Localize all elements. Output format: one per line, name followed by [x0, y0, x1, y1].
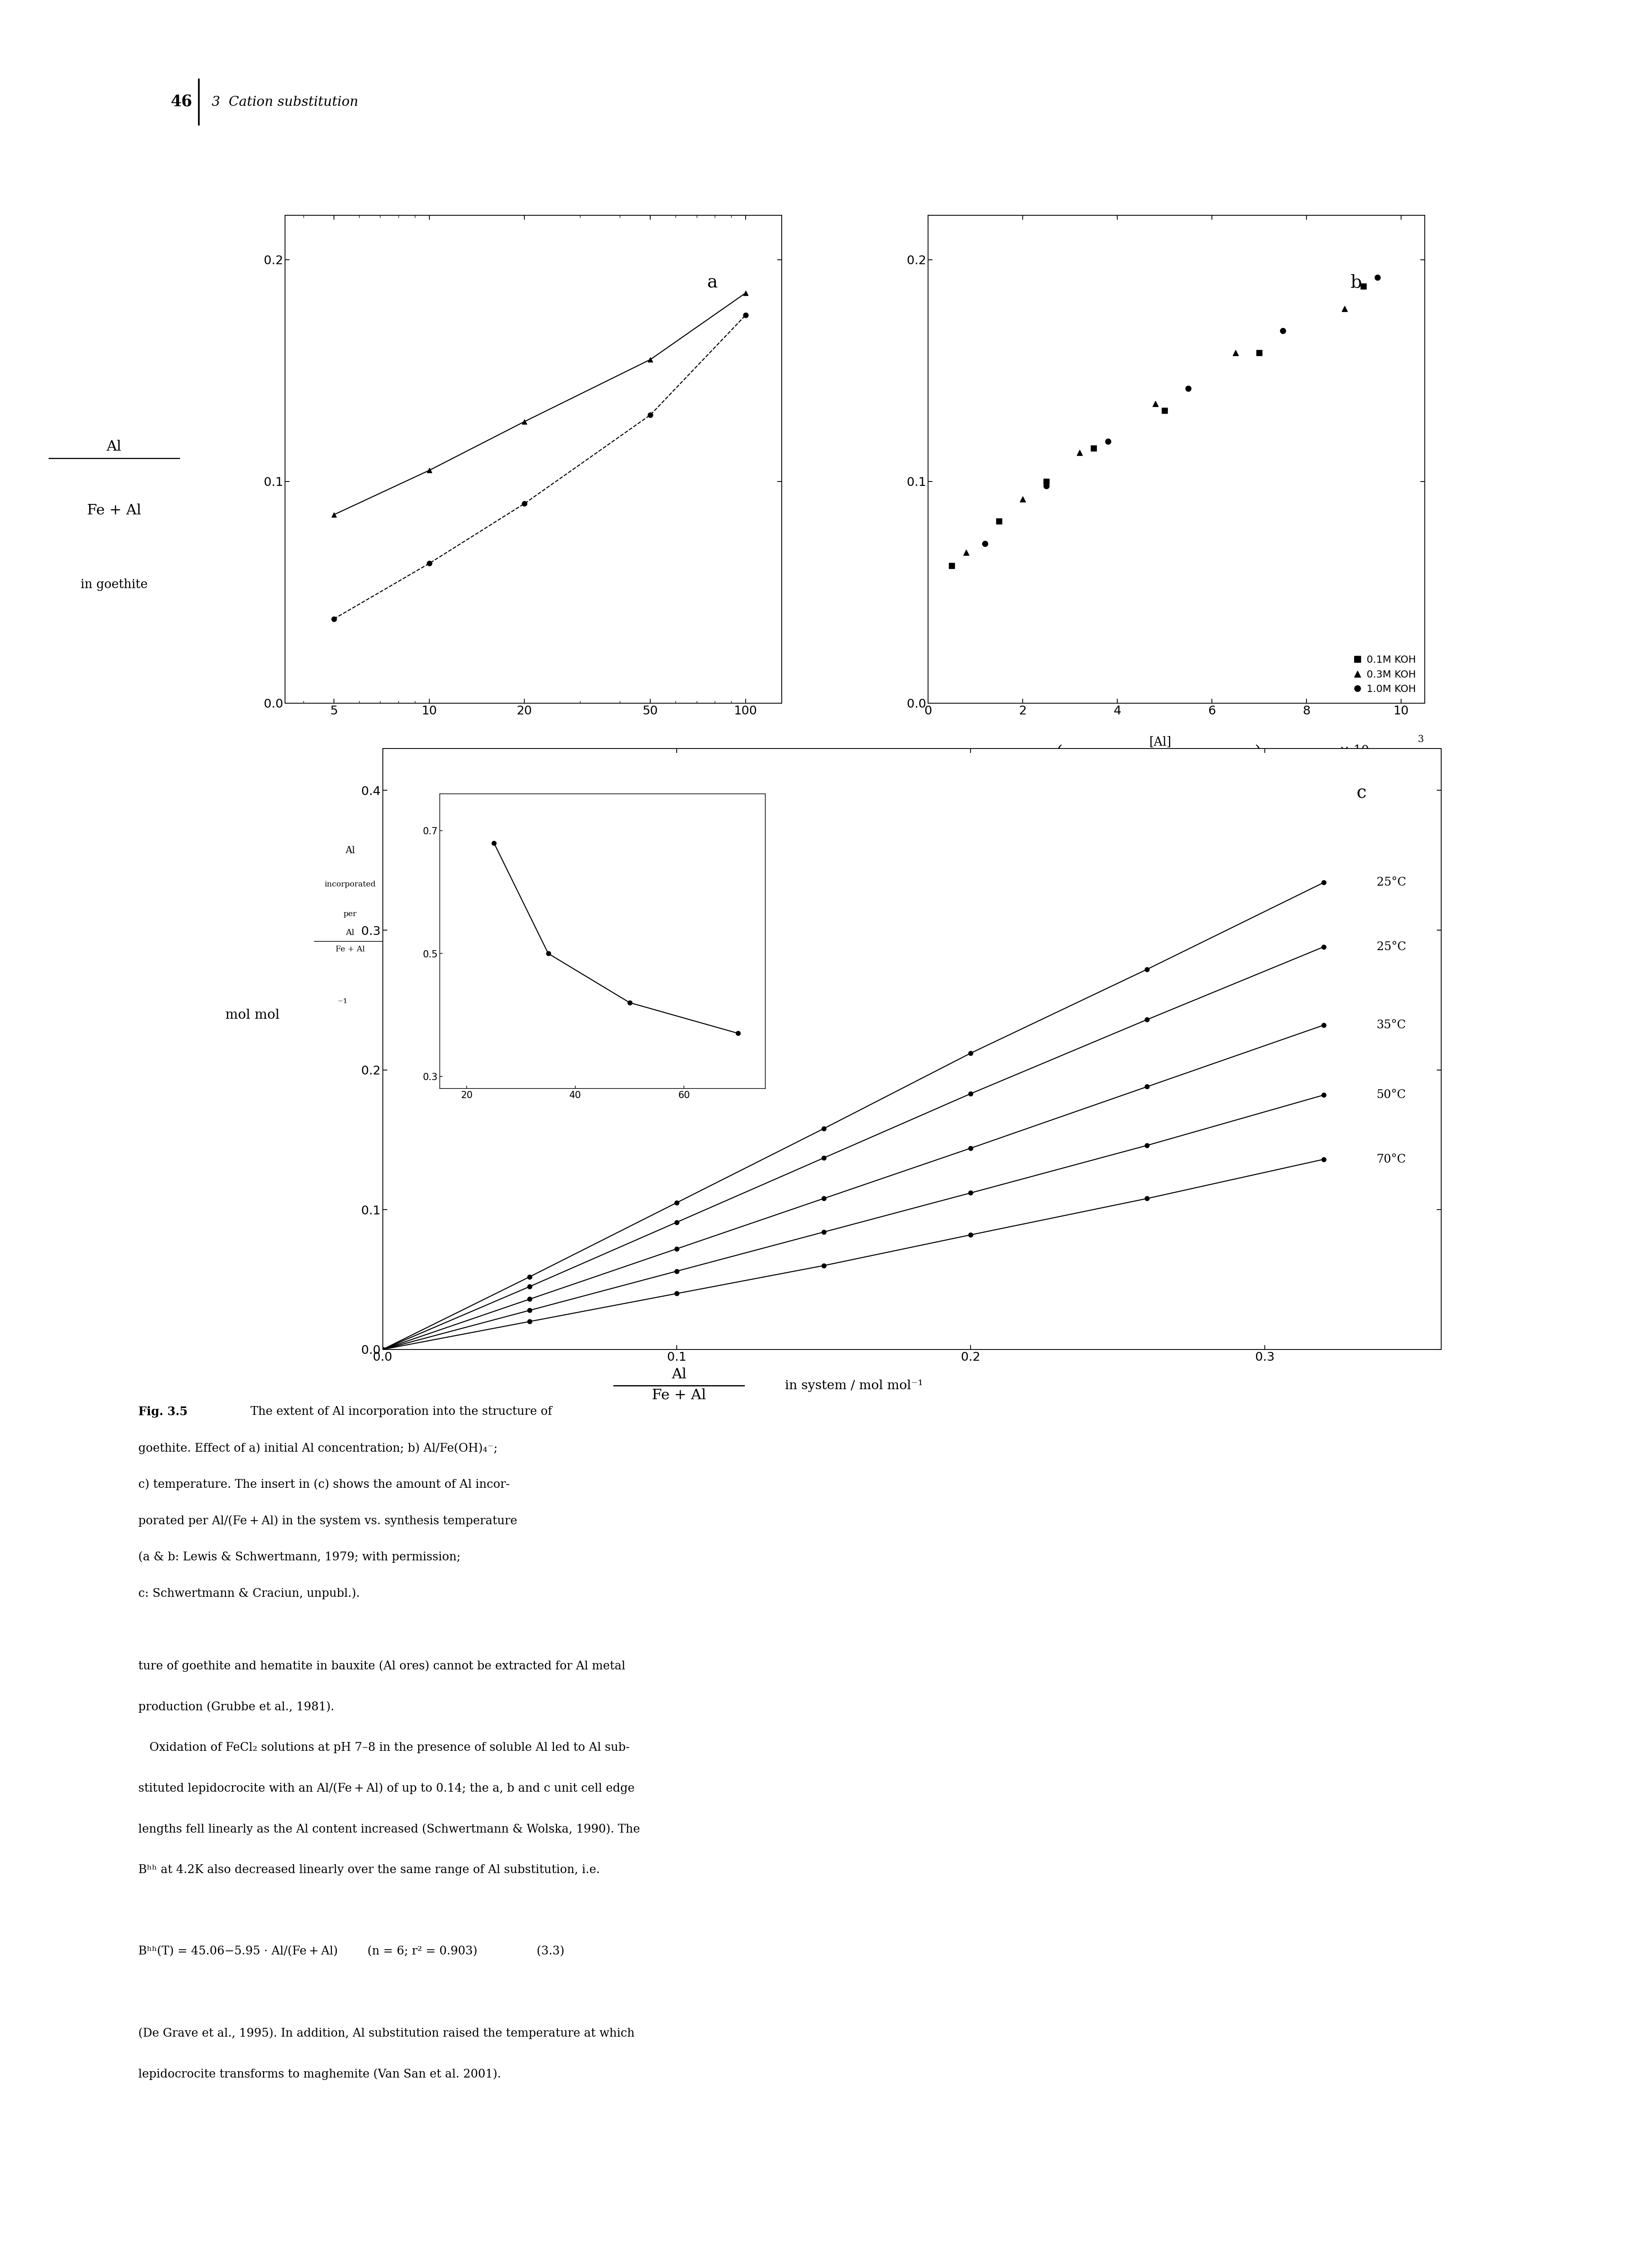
Text: Bʰʰ at 4.2K also decreased linearly over the same range of Al substitution, i.e.: Bʰʰ at 4.2K also decreased linearly over… — [138, 1864, 599, 1876]
Text: ]: ] — [1244, 755, 1249, 767]
Text: Al: Al — [671, 1368, 687, 1381]
Text: lepidocrocite transforms to maghemite (Van San et al. 2001).: lepidocrocite transforms to maghemite (V… — [138, 2068, 501, 2080]
Text: 3  Cation substitution: 3 Cation substitution — [212, 95, 358, 109]
Text: ture of goethite and hematite in bauxite (Al ores) cannot be extracted for Al me: ture of goethite and hematite in bauxite… — [138, 1660, 625, 1672]
Text: [Fe (OH): [Fe (OH) — [1133, 758, 1187, 769]
Text: (De Grave et al., 1995). In addition, Al substitution raised the temperature at : (De Grave et al., 1995). In addition, Al… — [138, 2028, 635, 2039]
Text: (a & b: Lewis & Schwertmann, 1979; with permission;: (a & b: Lewis & Schwertmann, 1979; with … — [138, 1551, 461, 1563]
Text: c) temperature. The insert in (c) shows the amount of Al incor-: c) temperature. The insert in (c) shows … — [138, 1479, 510, 1490]
Text: in system / mol mol⁻¹: in system / mol mol⁻¹ — [785, 1379, 923, 1393]
Text: goethite. Effect of a) initial Al concentration; b) Al/Fe(OH)₄⁻;: goethite. Effect of a) initial Al concen… — [138, 1442, 498, 1454]
Text: Synthesis temperature / °C: Synthesis temperature / °C — [540, 1105, 664, 1114]
Legend: 0.1M KOH, 0.3M KOH, 1.0M KOH: 0.1M KOH, 0.3M KOH, 1.0M KOH — [1350, 651, 1420, 699]
Text: Al: Al — [345, 846, 355, 855]
Text: Al: Al — [345, 930, 355, 937]
Text: 70°C: 70°C — [1376, 1154, 1405, 1166]
Text: porated per Al/(Fe + Al) in the system vs. synthesis temperature: porated per Al/(Fe + Al) in the system v… — [138, 1515, 518, 1526]
Text: Bʰʰ(T) = 45.06−5.95 · Al/(Fe + Al)        (n = 6; r² = 0.903)                (3.: Bʰʰ(T) = 45.06−5.95 · Al/(Fe + Al) (n = … — [138, 1946, 565, 1957]
Text: in goethite: in goethite — [80, 578, 148, 590]
Text: 3: 3 — [1416, 735, 1423, 744]
Text: per: per — [344, 909, 357, 919]
Text: a: a — [707, 274, 718, 290]
Text: incorporated: incorporated — [324, 880, 376, 889]
Text: b: b — [1350, 274, 1361, 290]
Text: c: c — [1356, 785, 1366, 803]
Text: [Al]: [Al] — [1149, 737, 1171, 748]
Text: Oxidation of FeCl₂ solutions at pH 7–8 in the presence of soluble Al led to Al s: Oxidation of FeCl₂ solutions at pH 7–8 i… — [138, 1742, 630, 1753]
Text: 35°C: 35°C — [1376, 1021, 1405, 1030]
Text: 25°C: 25°C — [1376, 878, 1405, 889]
Text: 46: 46 — [171, 95, 192, 109]
Text: Initial Al concentration / mM: Initial Al concentration / mM — [440, 753, 627, 764]
Text: Fe + Al: Fe + Al — [651, 1388, 707, 1402]
Text: soln.: soln. — [1257, 780, 1280, 789]
Text: 50°C: 50°C — [1376, 1089, 1405, 1100]
Text: Fe + Al: Fe + Al — [335, 946, 365, 953]
Text: c: Schwertmann & Craciun, unpubl.).: c: Schwertmann & Craciun, unpubl.). — [138, 1588, 360, 1599]
Text: 25°C: 25°C — [1376, 941, 1405, 953]
Text: ⁻¹: ⁻¹ — [337, 998, 347, 1009]
Text: ): ) — [1254, 744, 1262, 762]
Text: Al: Al — [106, 440, 122, 454]
Text: 4: 4 — [1228, 758, 1234, 767]
Text: production (Grubbe et al., 1981).: production (Grubbe et al., 1981). — [138, 1701, 334, 1712]
Text: × 10: × 10 — [1338, 744, 1369, 758]
Text: mol mol: mol mol — [225, 1009, 280, 1021]
Text: Fe + Al: Fe + Al — [86, 503, 142, 517]
Text: lengths fell linearly as the Al content increased (Schwertmann & Wolska, 1990). : lengths fell linearly as the Al content … — [138, 1823, 640, 1835]
Text: Fig. 3.5: Fig. 3.5 — [138, 1406, 187, 1418]
Text: The extent of Al incorporation into the structure of: The extent of Al incorporation into the … — [239, 1406, 552, 1418]
Text: stituted lepidocrocite with an Al/(Fe + Al) of up to 0.14; the a, b and c unit c: stituted lepidocrocite with an Al/(Fe + … — [138, 1783, 635, 1794]
Text: (: ( — [1055, 744, 1063, 762]
